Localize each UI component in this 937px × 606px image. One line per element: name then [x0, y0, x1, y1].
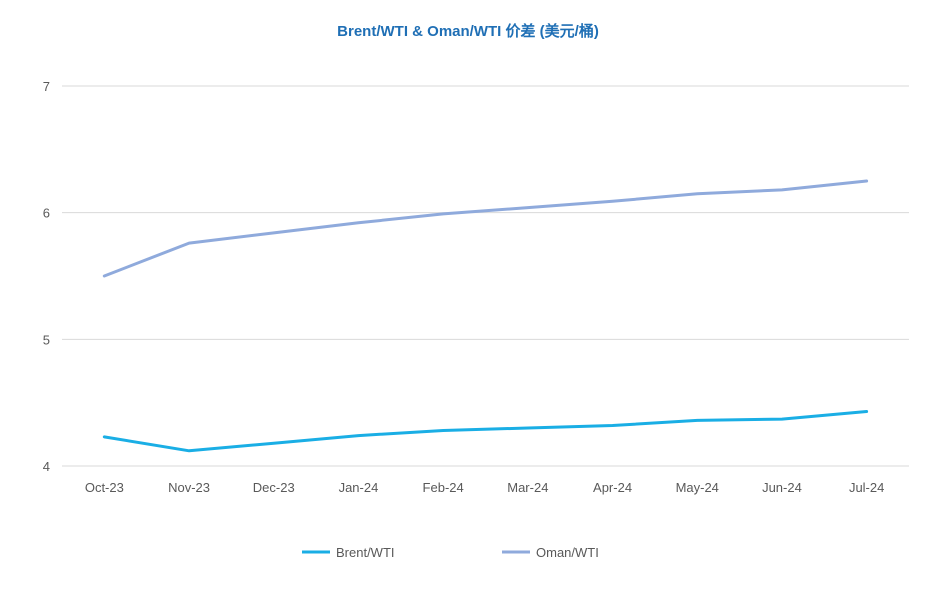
legend: Brent/WTI Oman/WTI — [302, 545, 599, 560]
x-tick-label: Nov-23 — [168, 480, 210, 495]
x-tick-label: Jan-24 — [339, 480, 379, 495]
y-axis: 4 5 6 7 — [43, 79, 50, 474]
x-tick-label: Mar-24 — [507, 480, 548, 495]
legend-label: Brent/WTI — [336, 545, 395, 560]
x-tick-label: May-24 — [676, 480, 719, 495]
series-line-brent-wti — [102, 410, 869, 453]
x-tick-label: Jun-24 — [762, 480, 802, 495]
y-tick-label: 7 — [43, 79, 50, 94]
x-tick-label: Dec-23 — [253, 480, 295, 495]
x-tick-label: Feb-24 — [423, 480, 464, 495]
series-layer — [102, 179, 869, 453]
x-tick-label: Jul-24 — [849, 480, 884, 495]
x-axis: Oct-23 Nov-23 Dec-23 Jan-24 Feb-24 Mar-24 Apr-… — [85, 480, 885, 495]
y-tick-label: 4 — [43, 459, 50, 474]
x-tick-label: Apr-24 — [593, 480, 632, 495]
y-tick-label: 6 — [43, 206, 50, 221]
chart-title: Brent/WTI & Oman/WTI 价差 (美元/桶) — [337, 22, 599, 40]
series-line-oman-wti — [102, 179, 869, 278]
legend-label: Oman/WTI — [536, 545, 599, 560]
grid-layer — [62, 85, 909, 467]
x-tick-label: Oct-23 — [85, 480, 124, 495]
y-tick-label: 5 — [43, 332, 50, 347]
